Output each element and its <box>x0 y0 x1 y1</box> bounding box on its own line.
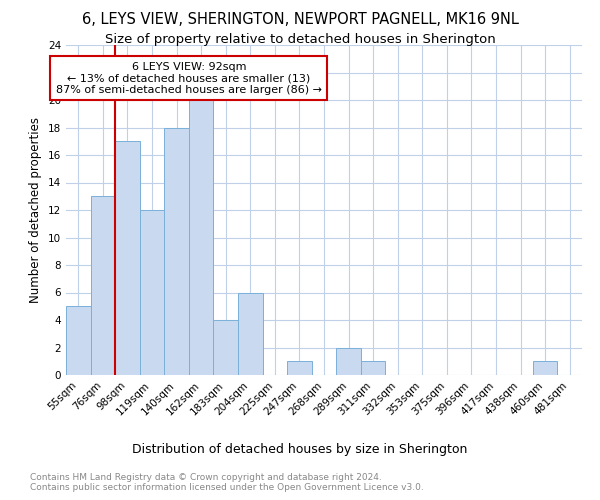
Text: Contains public sector information licensed under the Open Government Licence v3: Contains public sector information licen… <box>30 484 424 492</box>
Bar <box>287 361 312 375</box>
Bar <box>336 348 361 375</box>
Bar <box>533 361 557 375</box>
Text: Size of property relative to detached houses in Sherington: Size of property relative to detached ho… <box>104 32 496 46</box>
Text: 6 LEYS VIEW: 92sqm
← 13% of detached houses are smaller (13)
87% of semi-detache: 6 LEYS VIEW: 92sqm ← 13% of detached hou… <box>56 62 322 94</box>
Bar <box>361 361 385 375</box>
Bar <box>91 196 115 375</box>
Bar <box>66 306 91 375</box>
Bar <box>238 292 263 375</box>
Y-axis label: Number of detached properties: Number of detached properties <box>29 117 43 303</box>
Text: Contains HM Land Registry data © Crown copyright and database right 2024.: Contains HM Land Registry data © Crown c… <box>30 472 382 482</box>
Bar <box>115 141 140 375</box>
Bar <box>214 320 238 375</box>
Text: 6, LEYS VIEW, SHERINGTON, NEWPORT PAGNELL, MK16 9NL: 6, LEYS VIEW, SHERINGTON, NEWPORT PAGNEL… <box>82 12 518 28</box>
Bar <box>189 100 214 375</box>
Text: Distribution of detached houses by size in Sherington: Distribution of detached houses by size … <box>133 442 467 456</box>
Bar <box>140 210 164 375</box>
Bar <box>164 128 189 375</box>
